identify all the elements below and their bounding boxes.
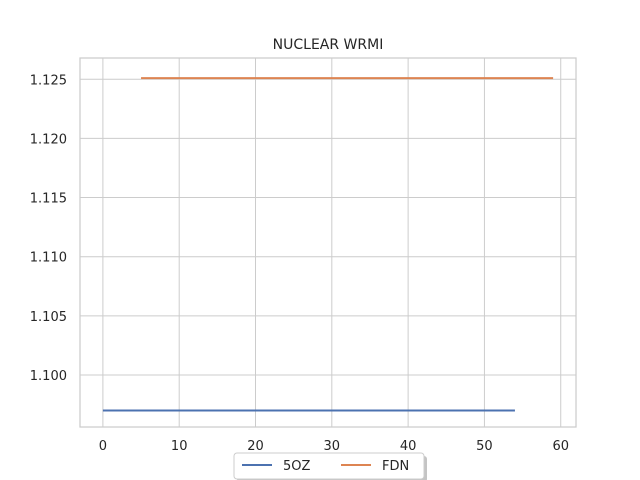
legend-label-fdn: FDN: [382, 459, 409, 474]
x-tick-label: 60: [552, 439, 569, 454]
grid: [80, 58, 576, 427]
y-tick-label: 1.125: [30, 73, 67, 88]
x-tick-label: 10: [171, 439, 188, 454]
y-tick-label: 1.120: [30, 132, 67, 147]
chart-title: NUCLEAR WRMI: [273, 37, 384, 53]
y-tick-label: 1.100: [30, 369, 67, 384]
x-tick-label: 0: [99, 439, 107, 454]
x-tick-label: 30: [324, 439, 341, 454]
legend-label-5oz: 5OZ: [283, 459, 311, 474]
plot-frame: [79, 57, 577, 428]
y-tick-label: 1.105: [30, 310, 67, 325]
legend: 5OZ FDN: [233, 452, 427, 480]
x-tick-labels: 0 10 20 30 40 50 60: [99, 439, 569, 454]
x-tick-label: 20: [247, 439, 264, 454]
x-tick-label: 50: [476, 439, 493, 454]
y-tick-label: 1.110: [30, 251, 67, 266]
x-tick-label: 40: [400, 439, 417, 454]
legend-box: [233, 452, 425, 480]
y-tick-labels: 1.100 1.105 1.110 1.115 1.120 1.125: [30, 73, 67, 384]
series-layer: [102, 77, 554, 412]
y-tick-label: 1.115: [30, 192, 67, 207]
